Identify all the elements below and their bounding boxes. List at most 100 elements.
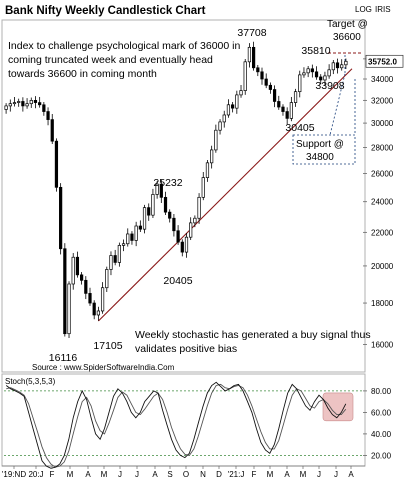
target-line-1: Target @ (327, 19, 368, 30)
buy-signal-highlight (322, 392, 354, 422)
x-tick-label: M (267, 470, 274, 479)
price-tick-label: 26000 (371, 170, 394, 179)
candle-body (281, 106, 285, 112)
x-axis: '19:ND 20:J F M A M J J A S O N D '21:J F M A M J J A (2, 466, 354, 479)
candle-body (214, 129, 218, 151)
candle-body (46, 111, 50, 120)
price-tick-label: 30000 (371, 119, 394, 128)
last-price-tag (365, 54, 404, 68)
x-tick-label: 20:J (28, 470, 43, 479)
support-annotation: Support @ 34800 (296, 139, 347, 163)
candle-body (193, 217, 197, 224)
x-tick-label: A (152, 470, 158, 479)
price-tick-label: 20000 (371, 262, 394, 271)
candle-body (180, 241, 184, 253)
candle-body (319, 76, 323, 81)
candle-body (335, 62, 340, 69)
candle-body (344, 60, 348, 66)
trendline (98, 68, 353, 322)
candle-body (210, 149, 214, 164)
last-price-label: 35752.0 (368, 57, 397, 66)
iris-label: IRIS (375, 5, 391, 14)
candle-body (260, 71, 264, 80)
candle-body (197, 196, 201, 219)
candle-body (155, 183, 159, 195)
candle-body (277, 101, 281, 108)
candle-body (59, 186, 63, 250)
x-tick-label: S (167, 470, 172, 479)
candle-body (21, 101, 25, 107)
candle-body (302, 72, 306, 76)
x-tick-label: N (200, 470, 206, 479)
x-tick-label: A (85, 470, 91, 479)
chart-title: Bank Nifty Weekly Candlestick Chart (5, 5, 206, 17)
stochastic-k-line (5, 381, 347, 469)
stochastic-annotation: Weekly stochastic has generated a buy si… (135, 329, 374, 355)
price-tick-label: 32000 (371, 96, 394, 105)
candle-body (231, 104, 235, 109)
x-tick-label: J (118, 470, 122, 479)
candle-body (314, 71, 319, 78)
candle-body (285, 111, 289, 119)
candle-body (218, 121, 222, 131)
candle-body (117, 245, 121, 263)
price-label-35810: 35810 (301, 45, 330, 57)
candle-body (29, 100, 33, 105)
price-tick-label: 28000 (371, 143, 394, 152)
price-tick-label: 22000 (371, 228, 394, 237)
price-tick-label: 34000 (371, 75, 394, 84)
price-label-16116: 16116 (49, 352, 78, 364)
candle-body (310, 68, 314, 73)
candle-body (147, 207, 151, 216)
x-tick-label: F (252, 470, 257, 479)
candle-body (138, 225, 142, 230)
stochastic-layer: 20.00 40.00 60.00 80.00 (4, 381, 392, 469)
candle-body (222, 114, 226, 123)
candle-body (168, 211, 172, 219)
price-tick-label: 16000 (371, 341, 394, 350)
x-tick-label: J (334, 470, 338, 479)
candle-body (327, 69, 331, 77)
candle-body (226, 104, 231, 116)
stochastic-note-line-1: Weekly stochastic has generated a buy si… (135, 329, 371, 341)
x-tick-label: M (300, 470, 307, 479)
candle-body (42, 104, 46, 112)
candle-body (235, 94, 239, 109)
price-tick-label: 24000 (371, 198, 394, 207)
x-tick-label: '21:J (228, 470, 245, 479)
intro-line-3: towards 36600 in coming month (8, 68, 157, 80)
candle-body (264, 78, 268, 86)
stochastic-tick-label: 80.00 (371, 387, 392, 396)
intro-annotation: Index to challenge psychological mark of… (8, 40, 243, 80)
candle-body (151, 194, 155, 216)
candle-body (12, 102, 17, 105)
candle-body (159, 183, 163, 198)
candle-body (96, 310, 100, 316)
price-label-17105: 17105 (93, 340, 122, 352)
target-line-2: 36600 (333, 32, 361, 43)
candle-body (17, 101, 21, 103)
stochastic-tick-label: 40.00 (371, 430, 392, 439)
candle-body (184, 236, 189, 253)
candle-body (121, 243, 126, 246)
candle-body (50, 119, 54, 142)
price-tick-label: 18000 (371, 299, 394, 308)
stochastic-d-line (6, 383, 347, 468)
x-tick-label: J (135, 470, 139, 479)
candle-body (105, 269, 109, 289)
stochastic-note-line-2: validates positive bias (135, 343, 237, 355)
candle-body (88, 293, 92, 304)
price-label-25232: 25232 (153, 177, 182, 189)
candle-body (247, 46, 252, 63)
candle-body (142, 207, 147, 230)
candle-body (205, 162, 210, 178)
candle-body (54, 140, 59, 188)
candle-body (293, 91, 298, 103)
x-tick-label: '19:ND (2, 470, 26, 479)
candle-body (126, 233, 130, 245)
candle-body (109, 255, 113, 270)
candle-body (189, 222, 193, 238)
candle-body (201, 177, 205, 198)
